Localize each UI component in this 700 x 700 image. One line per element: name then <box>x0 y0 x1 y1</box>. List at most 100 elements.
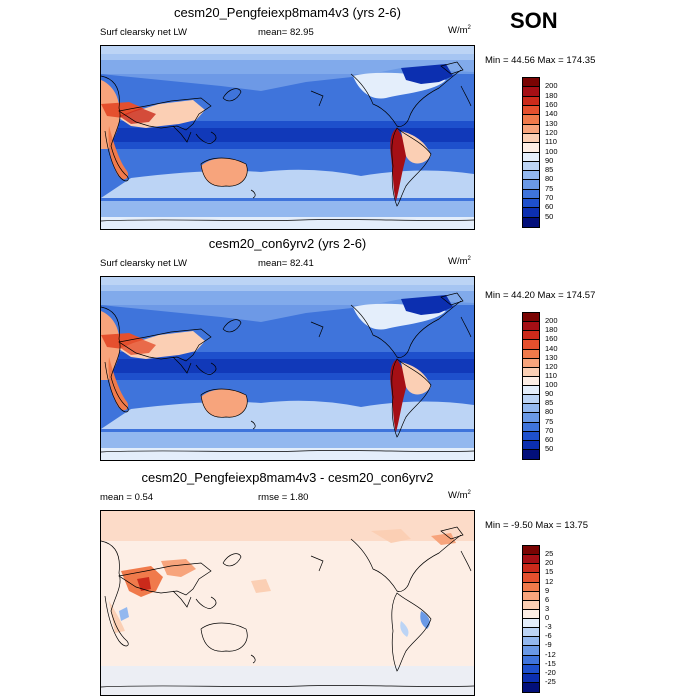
colorbar-swatch <box>523 555 539 565</box>
colorbar-tick-label: 120 <box>545 127 558 137</box>
panel-1-mean-label: mean= 82.95 <box>258 27 314 38</box>
colorbar-swatch <box>523 313 539 323</box>
panel-3-minmax: Min = -9.50 Max = 13.75 <box>485 520 588 531</box>
colorbar-swatch <box>523 546 539 556</box>
colorbar-swatch <box>523 358 539 368</box>
colorbar-tick-label: 110 <box>545 370 557 380</box>
colorbar-swatch <box>523 217 539 227</box>
colorbar-tick-label: 70 <box>545 425 554 435</box>
colorbar-swatch <box>523 367 539 377</box>
colorbar-swatch <box>523 440 539 450</box>
colorbar-tick-label: 80 <box>545 407 554 417</box>
colorbar-tick-label: 100 <box>545 146 558 156</box>
colorbar-tick-label: 75 <box>545 416 554 426</box>
colorbar-tick-label: 80 <box>545 174 554 184</box>
colorbar-tick-label: 180 <box>545 90 558 100</box>
colorbar-swatch <box>523 199 539 209</box>
panel-3-rmse-label: rmse = 1.80 <box>258 492 309 503</box>
colorbar-swatch <box>523 340 539 350</box>
colorbar-tick-label: 200 <box>545 81 558 91</box>
colorbar-swatch <box>523 78 539 88</box>
panel-2-title: cesm20_con6yrv2 (yrs 2-6) <box>208 236 367 251</box>
colorbar-tick-label: 160 <box>545 334 558 344</box>
colorbar-tick-label: 120 <box>545 361 558 371</box>
panel-1-field-svg <box>101 46 474 229</box>
panel-2-units: W/m2 <box>448 256 471 268</box>
colorbar-tick-label: 90 <box>545 389 554 399</box>
colorbar-swatch <box>523 664 539 674</box>
colorbar-swatch <box>523 404 539 414</box>
panel-2-colorbar-ticks: 200 180 160 140 130 120 110 100 90 85 80 75 70 60 50 <box>545 312 585 458</box>
colorbar-swatch <box>523 386 539 396</box>
panel-1-title: cesm20_Pengfeiexp8mam4v3 (yrs 2-6) <box>174 5 401 20</box>
colorbar-tick-label: -3 <box>545 622 552 632</box>
panel-3-mean-label: mean = 0.54 <box>100 492 154 503</box>
colorbar-tick-label: 140 <box>545 109 558 119</box>
colorbar-tick-label: 50 <box>545 211 554 221</box>
colorbar-tick-label: -6 <box>545 631 552 641</box>
colorbar-tick-label: 60 <box>545 434 554 444</box>
colorbar-swatch <box>523 376 539 386</box>
colorbar-swatch <box>523 413 539 423</box>
colorbar-tick-label: 6 <box>545 594 550 604</box>
colorbar-tick-label: 160 <box>545 99 558 109</box>
colorbar-swatch <box>523 600 539 610</box>
colorbar-swatch <box>523 673 539 683</box>
colorbar-tick-label: 60 <box>545 202 554 212</box>
colorbar-swatch <box>523 395 539 405</box>
panel-2-map <box>100 276 475 461</box>
colorbar-swatch <box>523 152 539 162</box>
colorbar-tick-label: 25 <box>545 549 554 559</box>
colorbar-tick-label: 12 <box>545 576 554 586</box>
colorbar-tick-label: 110 <box>545 137 557 147</box>
colorbar-swatch <box>523 573 539 583</box>
colorbar-swatch <box>523 124 539 134</box>
colorbar-tick-label: 100 <box>545 380 558 389</box>
colorbar-swatch <box>523 105 539 116</box>
colorbar-tick-label: 0 <box>545 613 550 622</box>
colorbar-swatch <box>523 96 539 106</box>
colorbar-swatch <box>523 322 539 332</box>
colorbar-swatch <box>523 619 539 629</box>
colorbar-tick-label: 75 <box>545 183 554 193</box>
panel-3-title: cesm20_Pengfeiexp8mam4v3 - cesm20_con6yr… <box>141 470 434 485</box>
colorbar-tick-label: 50 <box>545 443 554 453</box>
panel-1-minmax: Min = 44.56 Max = 174.35 <box>485 55 596 66</box>
panel-1-variable-label: Surf clearsky net LW <box>100 27 187 38</box>
colorbar-tick-label: 200 <box>545 316 558 326</box>
colorbar-swatch <box>523 609 539 619</box>
colorbar-tick-label: -25 <box>545 676 556 686</box>
colorbar-tick-label: -12 <box>545 649 556 659</box>
colorbar-swatch <box>523 431 539 441</box>
colorbar-swatch <box>523 143 539 153</box>
panel-3-diff-svg <box>101 511 474 695</box>
colorbar-swatch <box>523 161 539 172</box>
colorbar-tick-label: 20 <box>545 558 554 568</box>
colorbar-swatch <box>523 682 539 692</box>
panel-2-variable-label: Surf clearsky net LW <box>100 258 187 269</box>
colorbar-swatch <box>523 87 539 97</box>
panel-3-colorbar <box>522 545 540 693</box>
colorbar-tick-label: 85 <box>545 165 554 175</box>
colorbar-swatch <box>523 208 539 218</box>
colorbar-swatch <box>523 591 539 601</box>
colorbar-tick-label: -15 <box>545 658 556 668</box>
colorbar-tick-label: -9 <box>545 640 552 650</box>
colorbar-tick-label: -20 <box>545 667 556 677</box>
colorbar-tick-label: 140 <box>545 343 558 353</box>
panel-2-field-svg <box>101 277 474 460</box>
colorbar-swatch <box>523 180 539 190</box>
colorbar-swatch <box>523 655 539 665</box>
colorbar-swatch <box>523 171 539 181</box>
panel-3-units: W/m2 <box>448 490 471 502</box>
panel-1-colorbar-ticks: 200 180 160 140 130 120 110 100 90 85 80 75 70 60 50 <box>545 77 585 226</box>
panel-2-colorbar <box>522 312 540 460</box>
colorbar-swatch <box>523 449 539 459</box>
colorbar-tick-label: 15 <box>545 567 554 577</box>
panel-2-minmax: Min = 44.20 Max = 174.57 <box>485 290 596 301</box>
colorbar-swatch <box>523 637 539 647</box>
colorbar-swatch <box>523 422 539 432</box>
panel-1-map <box>100 45 475 230</box>
colorbar-swatch <box>523 349 539 359</box>
colorbar-swatch <box>523 646 539 656</box>
